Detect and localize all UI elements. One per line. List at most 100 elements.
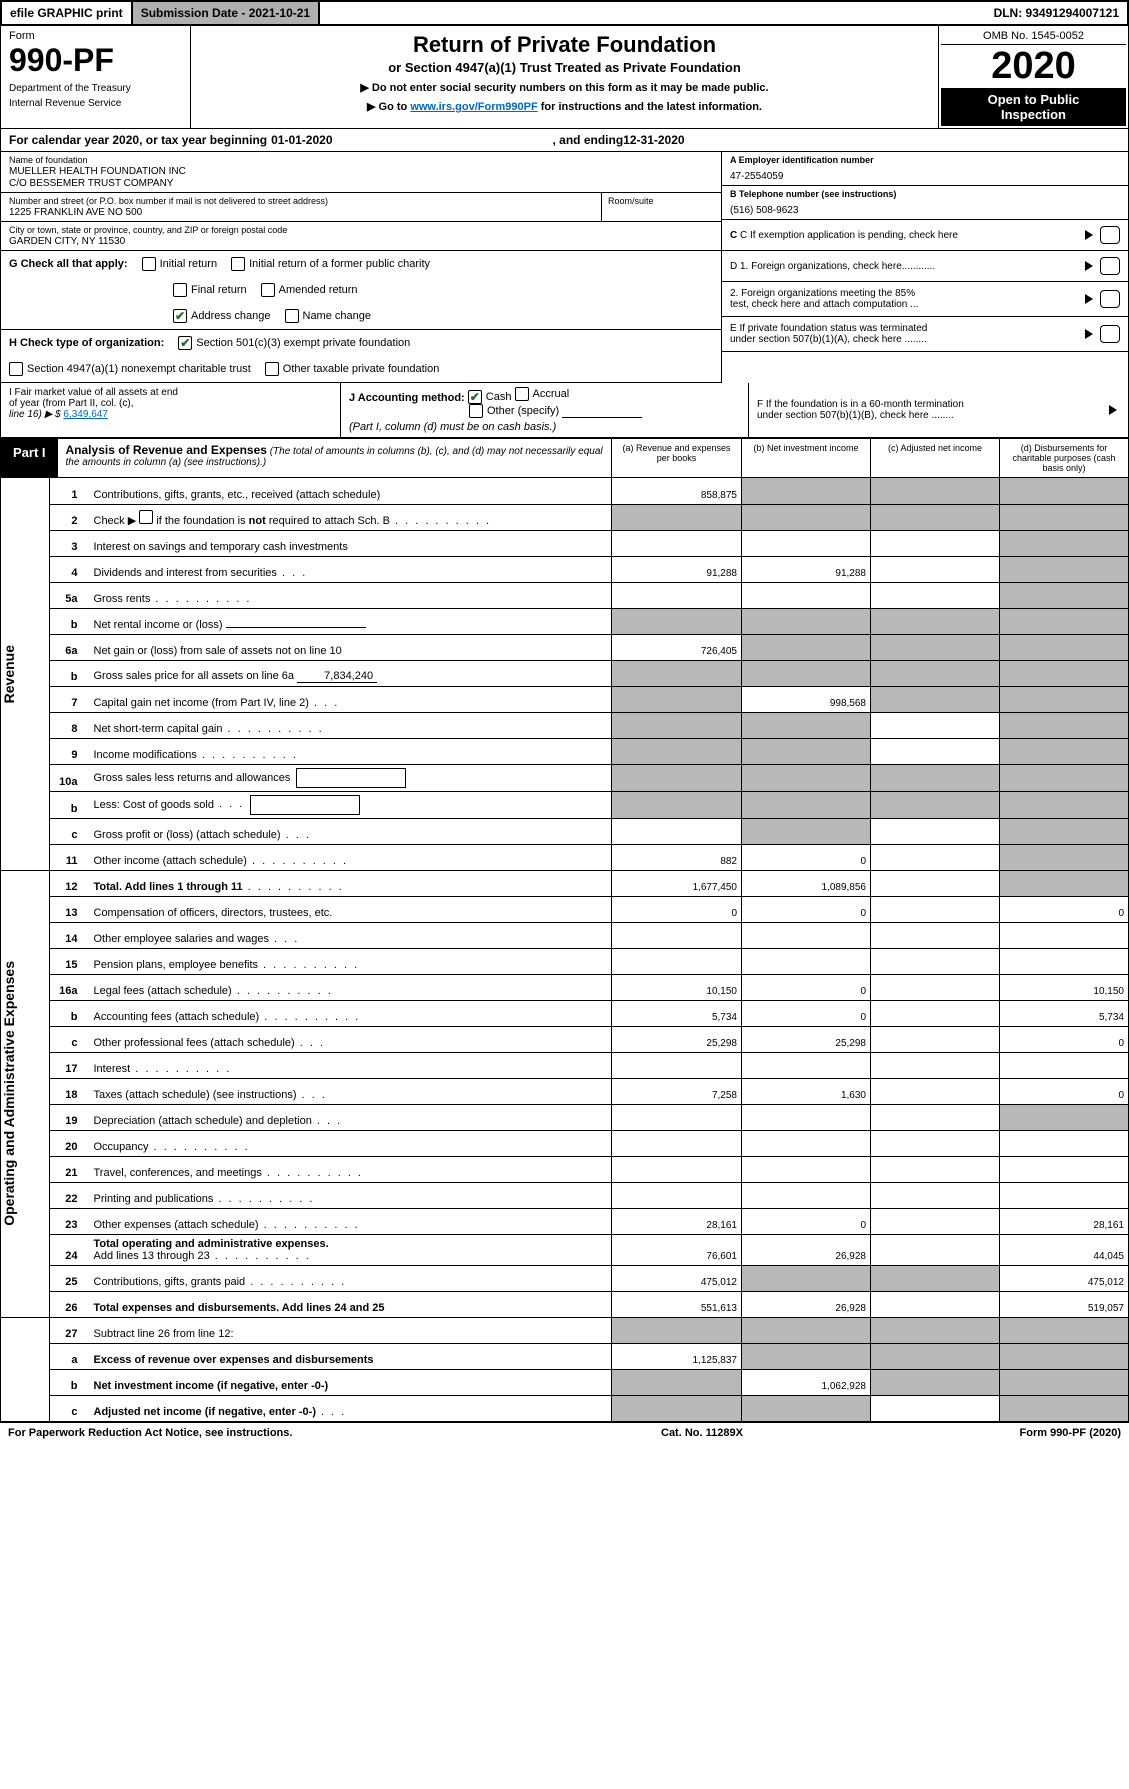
row-24: 24Total operating and administrative exp… (1, 1234, 1129, 1265)
efile-print-btn[interactable]: efile GRAPHIC print (2, 2, 133, 24)
d2-checkbox[interactable] (1100, 290, 1120, 308)
header-right: OMB No. 1545-0052 2020 Open to PublicIns… (938, 26, 1128, 128)
cal-end: 12-31-2020 (623, 133, 684, 147)
ein-value: 47-2554059 (730, 171, 1120, 182)
name-line2: C/O BESSEMER TRUST COMPANY (9, 178, 713, 189)
row-23: 23Other expenses (attach schedule)28,161… (1, 1208, 1129, 1234)
row-9: 9Income modifications (1, 738, 1129, 764)
cat-no: Cat. No. 11289X (661, 1427, 941, 1439)
row-3: 3Interest on savings and temporary cash … (1, 530, 1129, 556)
city-value: GARDEN CITY, NY 11530 (9, 236, 713, 247)
instr-link-row: ▶ Go to www.irs.gov/Form990PF for instru… (211, 100, 918, 113)
identity-left: Name of foundation MUELLER HEALTH FOUNDA… (1, 152, 721, 383)
dln: DLN: 93491294007121 (986, 2, 1127, 24)
row-25: 25Contributions, gifts, grants paid475,0… (1, 1265, 1129, 1291)
calendar-year-row: For calendar year 2020, or tax year begi… (0, 128, 1129, 152)
row-19: 19Depreciation (attach schedule) and dep… (1, 1104, 1129, 1130)
instr-ssn: ▶ Do not enter social security numbers o… (211, 81, 918, 94)
row-10c: cGross profit or (loss) (attach schedule… (1, 818, 1129, 844)
c-label: C If exemption application is pending, c… (740, 230, 958, 241)
j-note: (Part I, column (d) must be on cash basi… (349, 421, 556, 433)
paperwork-notice: For Paperwork Reduction Act Notice, see … (8, 1427, 661, 1439)
form-header: Form 990-PF Department of the Treasury I… (0, 26, 1129, 128)
cb-final-return[interactable]: Final return (173, 283, 247, 297)
cb-4947a1[interactable]: Section 4947(a)(1) nonexempt charitable … (9, 362, 251, 376)
address-cell: Number and street (or P.O. box number if… (1, 193, 721, 222)
open-to-public: Open to PublicInspection (941, 88, 1126, 126)
row-16b: bAccounting fees (attach schedule)5,7340… (1, 1000, 1129, 1026)
d2-85pct: 2. Foreign organizations meeting the 85%… (722, 282, 1128, 317)
row-14: 14Other employee salaries and wages (1, 922, 1129, 948)
instr-pre: ▶ Go to (367, 101, 410, 113)
part1-tab: Part I (1, 439, 58, 477)
row-15: 15Pension plans, employee benefits (1, 948, 1129, 974)
room-label: Room/suite (608, 196, 721, 206)
row-6a: 6aNet gain or (loss) from sale of assets… (1, 634, 1129, 660)
cb-amended-return[interactable]: Amended return (261, 283, 358, 297)
row-16a: 16aLegal fees (attach schedule)10,150010… (1, 974, 1129, 1000)
foundation-name-cell: Name of foundation MUELLER HEALTH FOUNDA… (1, 152, 721, 193)
tel-value: (516) 508-9623 (730, 205, 1120, 216)
instr-post: for instructions and the latest informat… (538, 101, 762, 113)
arrow-icon (1085, 329, 1093, 339)
c-checkbox[interactable] (1100, 226, 1120, 244)
row-22: 22Printing and publications (1, 1182, 1129, 1208)
city-cell: City or town, state or province, country… (1, 222, 721, 251)
row-17: 17Interest (1, 1052, 1129, 1078)
cb-other-taxable[interactable]: Other taxable private foundation (265, 362, 440, 376)
cb-501c3[interactable]: ✔Section 501(c)(3) exempt private founda… (178, 336, 410, 350)
cal-pre: For calendar year 2020, or tax year begi… (9, 133, 267, 147)
row-16c: cOther professional fees (attach schedul… (1, 1026, 1129, 1052)
cal-begin: 01-01-2020 (271, 133, 332, 147)
cb-name-change[interactable]: Name change (285, 309, 372, 323)
row-10b: bLess: Cost of goods sold (1, 791, 1129, 818)
j-accounting: J Accounting method: ✔Cash Accrual Other… (341, 383, 748, 437)
cb-address-change[interactable]: ✔Address change (173, 309, 271, 323)
cb-other-method[interactable]: Other (specify) (469, 404, 559, 418)
cal-mid: , and ending (553, 133, 624, 147)
row-1: Revenue 1Contributions, gifts, grants, e… (1, 478, 1129, 504)
fmv-amount-link[interactable]: 6,349,647 (63, 409, 108, 420)
row-27a: aExcess of revenue over expenses and dis… (1, 1343, 1129, 1369)
row-7: 7Capital gain net income (from Part IV, … (1, 686, 1129, 712)
cb-accrual[interactable]: Accrual (515, 387, 570, 401)
cb-cash[interactable]: ✔Cash (468, 390, 512, 404)
arrow-icon (1085, 261, 1093, 271)
f-60month: F If the foundation is in a 60-month ter… (748, 383, 1128, 437)
revenue-label: Revenue (1, 645, 17, 703)
name-line1: MUELLER HEALTH FOUNDATION INC (9, 166, 713, 177)
form990pf-link[interactable]: www.irs.gov/Form990PF (410, 101, 537, 113)
dept-treasury: Department of the Treasury (9, 83, 182, 94)
form-number: 990-PF (9, 42, 182, 79)
cb-initial-return[interactable]: Initial return (142, 257, 217, 271)
col-a-head: (a) Revenue and expenses per books (611, 439, 741, 477)
row-5b: bNet rental income or (loss) (1, 608, 1129, 634)
col-b-head: (b) Net investment income (741, 439, 870, 477)
part1-title: Analysis of Revenue and Expenses (The to… (58, 439, 611, 477)
name-label: Name of foundation (9, 155, 713, 165)
ein-cell: A Employer identification number 47-2554… (722, 152, 1128, 186)
e-checkbox[interactable] (1100, 325, 1120, 343)
form-subtitle: or Section 4947(a)(1) Trust Treated as P… (211, 60, 918, 75)
g-label: G Check all that apply: (9, 258, 128, 270)
ein-label: A Employer identification number (730, 155, 1120, 165)
e-terminated: E If private foundation status was termi… (722, 317, 1128, 352)
submission-date: Submission Date - 2021-10-21 (133, 2, 320, 24)
identity-grid: Name of foundation MUELLER HEALTH FOUNDA… (0, 152, 1129, 383)
row-5a: 5aGross rents (1, 582, 1129, 608)
i-fmv: I Fair market value of all assets at end… (1, 383, 341, 437)
header-mid: Return of Private Foundation or Section … (191, 26, 938, 128)
col-d-head: (d) Disbursements for charitable purpose… (999, 439, 1128, 477)
row-12: Operating and Administrative Expenses 12… (1, 870, 1129, 896)
arrow-icon (1085, 230, 1093, 240)
row-27: 27Subtract line 26 from line 12: (1, 1317, 1129, 1343)
row-20: 20Occupancy (1, 1130, 1129, 1156)
d1-checkbox[interactable] (1100, 257, 1120, 275)
part1-table: Revenue 1Contributions, gifts, grants, e… (0, 478, 1129, 1422)
cb-sch-b[interactable] (139, 510, 153, 524)
row-27b: bNet investment income (if negative, ent… (1, 1369, 1129, 1395)
cb-initial-former[interactable]: Initial return of a former public charit… (231, 257, 430, 271)
d1-foreign: D 1. Foreign organizations, check here..… (722, 251, 1128, 282)
row-2: 2Check ▶ if the foundation is not requir… (1, 504, 1129, 530)
row-11: 11Other income (attach schedule)8820 (1, 844, 1129, 870)
